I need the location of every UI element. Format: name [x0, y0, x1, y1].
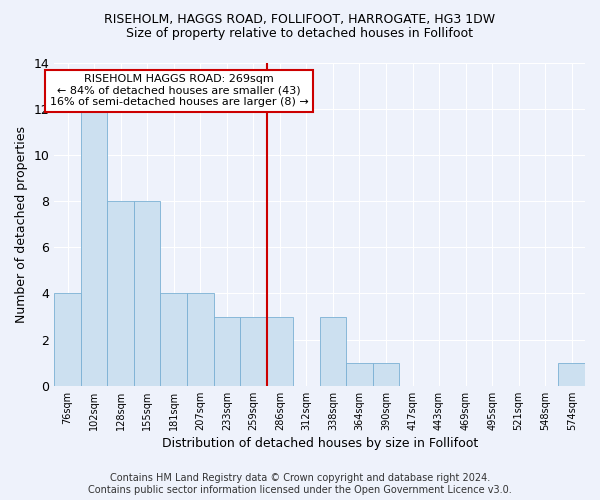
Bar	[373, 362, 399, 386]
Text: Size of property relative to detached houses in Follifoot: Size of property relative to detached ho…	[127, 28, 473, 40]
Bar	[134, 201, 160, 386]
Bar	[187, 294, 214, 386]
Bar	[266, 316, 293, 386]
Bar	[240, 316, 266, 386]
Y-axis label: Number of detached properties: Number of detached properties	[15, 126, 28, 322]
Text: RISEHOLM HAGGS ROAD: 269sqm
← 84% of detached houses are smaller (43)
16% of sem: RISEHOLM HAGGS ROAD: 269sqm ← 84% of det…	[50, 74, 308, 107]
Bar	[160, 294, 187, 386]
Text: RISEHOLM, HAGGS ROAD, FOLLIFOOT, HARROGATE, HG3 1DW: RISEHOLM, HAGGS ROAD, FOLLIFOOT, HARROGA…	[104, 12, 496, 26]
Bar	[107, 201, 134, 386]
Bar	[559, 362, 585, 386]
Bar	[320, 316, 346, 386]
Text: Contains HM Land Registry data © Crown copyright and database right 2024.
Contai: Contains HM Land Registry data © Crown c…	[88, 474, 512, 495]
X-axis label: Distribution of detached houses by size in Follifoot: Distribution of detached houses by size …	[161, 437, 478, 450]
Bar	[214, 316, 240, 386]
Bar	[81, 108, 107, 386]
Bar	[346, 362, 373, 386]
Bar	[54, 294, 81, 386]
